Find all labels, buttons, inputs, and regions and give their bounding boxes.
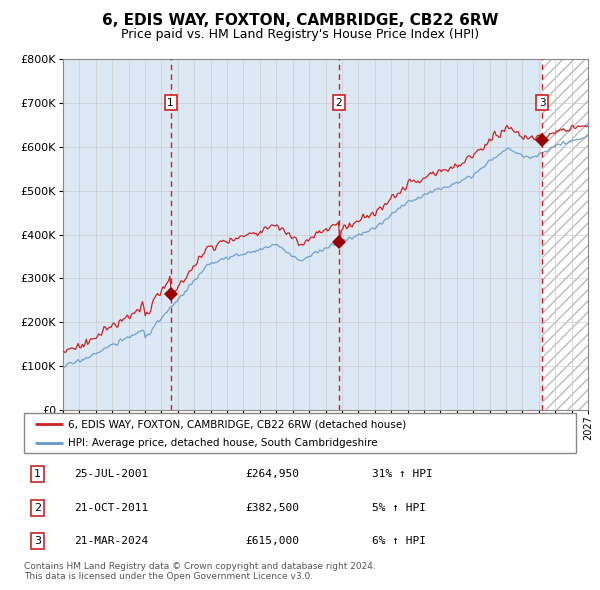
Text: 2: 2	[34, 503, 41, 513]
Text: Price paid vs. HM Land Registry's House Price Index (HPI): Price paid vs. HM Land Registry's House …	[121, 28, 479, 41]
Text: 3: 3	[539, 98, 546, 108]
Text: £382,500: £382,500	[245, 503, 299, 513]
Bar	[542, 59, 588, 410]
Text: 21-OCT-2011: 21-OCT-2011	[74, 503, 148, 513]
Text: 5% ↑ HPI: 5% ↑ HPI	[372, 503, 426, 513]
Text: 1: 1	[167, 98, 174, 108]
Text: 3: 3	[34, 536, 41, 546]
Text: 2: 2	[335, 98, 342, 108]
Text: £615,000: £615,000	[245, 536, 299, 546]
Text: 31% ↑ HPI: 31% ↑ HPI	[372, 469, 433, 479]
Text: 21-MAR-2024: 21-MAR-2024	[74, 536, 148, 546]
Text: 6, EDIS WAY, FOXTON, CAMBRIDGE, CB22 6RW (detached house): 6, EDIS WAY, FOXTON, CAMBRIDGE, CB22 6RW…	[68, 419, 406, 430]
Bar	[63, 59, 542, 410]
Text: £264,950: £264,950	[245, 469, 299, 479]
Text: 6% ↑ HPI: 6% ↑ HPI	[372, 536, 426, 546]
Text: 6, EDIS WAY, FOXTON, CAMBRIDGE, CB22 6RW: 6, EDIS WAY, FOXTON, CAMBRIDGE, CB22 6RW	[102, 13, 498, 28]
Bar	[542, 59, 588, 410]
Text: HPI: Average price, detached house, South Cambridgeshire: HPI: Average price, detached house, Sout…	[68, 438, 378, 448]
Text: 1: 1	[34, 469, 41, 479]
Text: Contains HM Land Registry data © Crown copyright and database right 2024.
This d: Contains HM Land Registry data © Crown c…	[24, 562, 376, 581]
FancyBboxPatch shape	[24, 413, 576, 453]
Text: 25-JUL-2001: 25-JUL-2001	[74, 469, 148, 479]
